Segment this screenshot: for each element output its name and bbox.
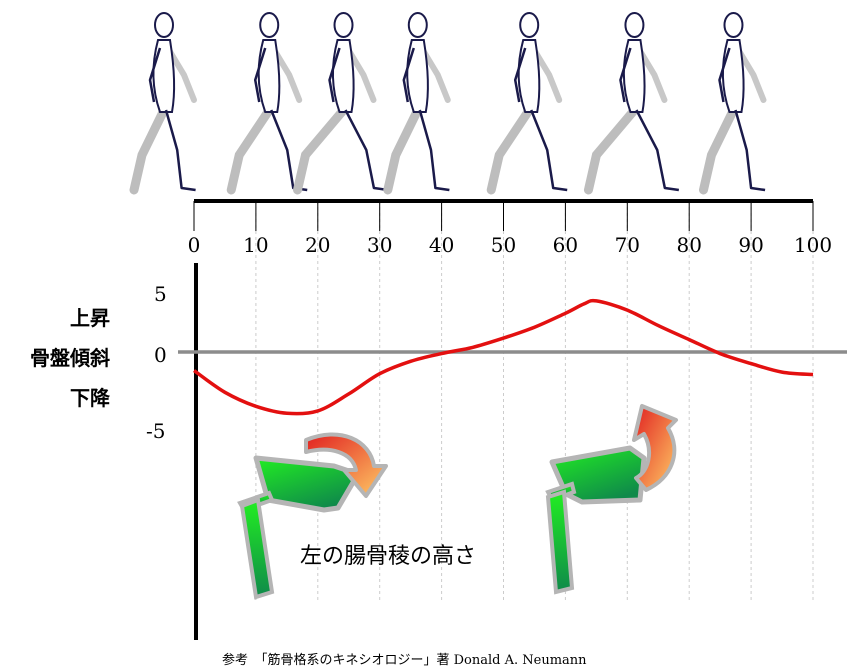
gait-tick-label: 0 bbox=[188, 233, 201, 257]
gait-tick-label: 10 bbox=[243, 233, 268, 257]
pelvis-rise-illustration bbox=[545, 404, 678, 595]
walking-figure bbox=[129, 12, 197, 195]
walking-figure bbox=[383, 12, 451, 195]
y-tick-label: -5 bbox=[146, 419, 166, 443]
y-label-drop: 下降 bbox=[70, 386, 110, 410]
gait-tick-label: 100 bbox=[794, 233, 832, 257]
y-label-rise: 上昇 bbox=[70, 306, 110, 330]
gait-tick-label: 20 bbox=[305, 233, 330, 257]
gait-tick-label: 90 bbox=[738, 233, 763, 257]
curved-arrow bbox=[304, 432, 388, 498]
walking-figure bbox=[698, 12, 767, 195]
walking-figure bbox=[226, 12, 308, 195]
gait-tick-label: 70 bbox=[615, 233, 640, 257]
vertical-grid-lines bbox=[255, 201, 814, 600]
gait-tick-label: 30 bbox=[367, 233, 392, 257]
gait-tick-label: 50 bbox=[491, 233, 516, 257]
y-tick-label: 5 bbox=[154, 282, 167, 306]
gait-tick-label: 40 bbox=[429, 233, 454, 257]
gait-cycle-ticks bbox=[193, 201, 814, 231]
gait-tick-label: 80 bbox=[676, 233, 701, 257]
annotation-caption: 左の腸骨稜の高さ bbox=[300, 544, 477, 569]
pelvis-drop-illustration bbox=[237, 432, 388, 600]
gait-cycle-tick-labels: 0 10 20 30 40 50 60 70 80 90 100 bbox=[188, 233, 832, 257]
gait-tick-label: 60 bbox=[553, 233, 578, 257]
y-axis-title: 骨盤傾斜 bbox=[30, 346, 110, 370]
femur-shaft bbox=[545, 489, 575, 595]
y-tick-label: 0 bbox=[154, 343, 167, 367]
curved-arrow bbox=[632, 404, 678, 492]
walking-figure bbox=[583, 12, 680, 195]
reference-note: 参考 「筋骨格系のキネシオロジー」著 Donald A. Neumann bbox=[222, 653, 587, 668]
walking-figure bbox=[293, 12, 389, 195]
femur-shaft bbox=[239, 497, 275, 600]
pelvic-tilt-curve bbox=[192, 298, 814, 416]
walking-figure bbox=[486, 12, 568, 195]
walking-figures bbox=[129, 12, 767, 195]
